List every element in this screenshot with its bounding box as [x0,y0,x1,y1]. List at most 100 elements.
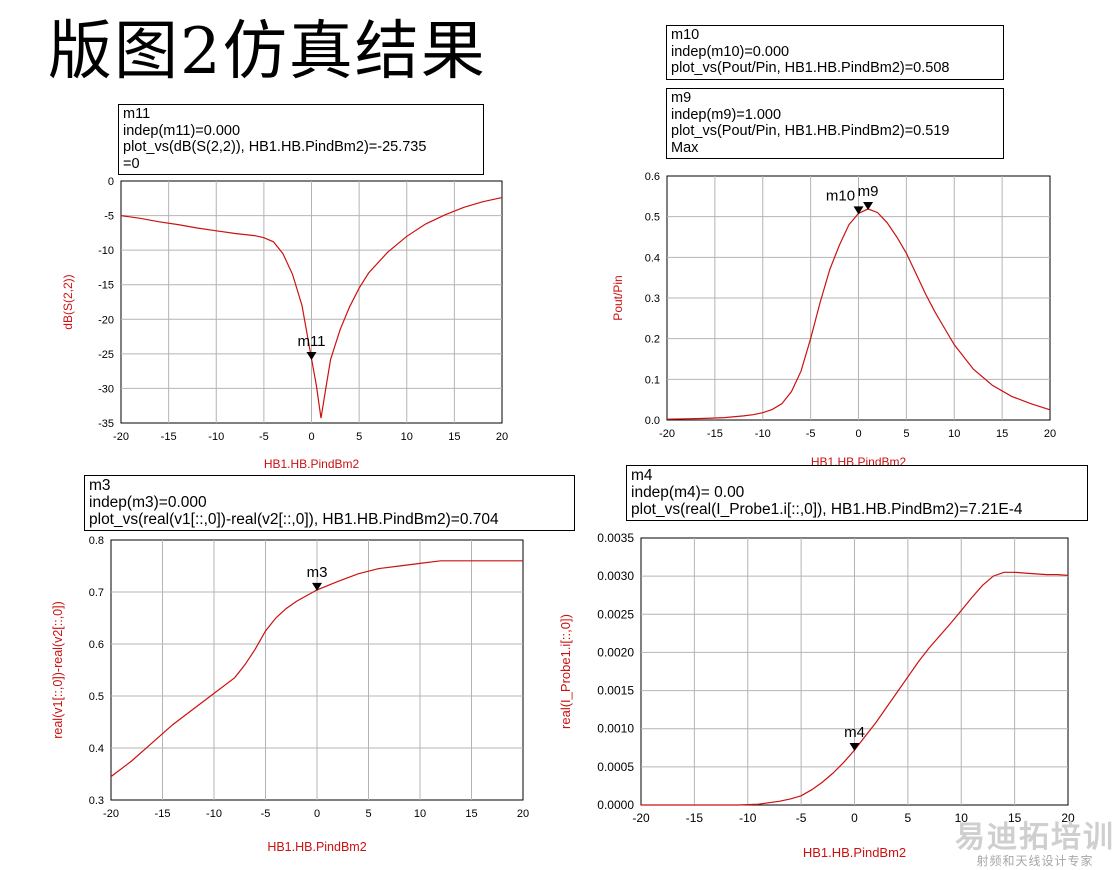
y-tick-label: 0.0000 [597,798,634,812]
y-axis-label: real(I_Probe1.i[::,0]) [558,614,573,729]
x-tick-label: -5 [259,431,269,443]
x-tick-label: 0 [308,431,314,443]
y-tick-label: 0.7 [89,587,104,599]
marker-readout-m10: m10 indep(m10)=0.000 plot_vs(Pout/Pin, H… [666,25,1004,80]
x-tick-label: 20 [496,431,508,443]
y-tick-label: 0.0015 [597,684,634,698]
chart-i-probe: -20 -15 -10 -5 0 5 10 15 20 0.0000 0.0005 0.0010 0.0… [558,531,1075,860]
y-tick-label: 0.5 [89,691,104,703]
marker-triangle [863,201,874,210]
marker-label: m10 [826,187,855,204]
marker-readout-line: m4 [631,467,653,484]
y-tick-label: -35 [98,418,114,430]
x-tick-label: -20 [113,431,129,443]
series-line [666,208,1051,420]
x-tick-label: 20 [1044,428,1056,440]
x-tick-label: -5 [796,811,807,825]
marker-readout-line: m10 [671,27,700,43]
x-tick-label: 10 [401,431,413,443]
y-tick-label: 0.0030 [597,569,634,583]
x-tick-label: 0 [855,428,861,440]
marker-readout-m11: m11 indep(m11)=0.000 plot_vs(dB(S(2,2)),… [118,104,484,175]
x-tick-label: 10 [955,811,969,825]
marker-readout-line: Max [671,139,699,156]
x-tick-label: -15 [707,428,723,440]
series-line [110,560,523,778]
marker-readout-line: m9 [671,90,692,106]
marker-readout-m3: m3 indep(m3)=0.000 plot_vs(real(v1[::,0]… [84,475,575,531]
y-tick-label: -15 [98,280,114,292]
y-tick-label: 0.6 [89,639,104,651]
marker-readout-line: =0 [123,155,140,172]
y-axis-label: dB(S(2,2)) [61,274,75,329]
x-tick-label: 20 [517,808,529,820]
y-tick-label: -20 [98,314,114,326]
y-tick-label: 0.5 [645,212,660,224]
y-tick-label: -5 [104,211,114,223]
x-tick-label: -10 [206,808,222,820]
watermark-slogan: 射频和天线设计专家 [976,854,1094,868]
marker-readout-line: plot_vs(real(I_Probe1.i[::,0]), HB1.HB.P… [631,501,1023,518]
series-line [120,197,503,419]
y-tick-label: 0.4 [89,743,104,755]
y-tick-label: 0.0010 [597,722,634,736]
x-tick-label: 5 [905,811,912,825]
x-tick-label: -10 [755,428,771,440]
marker-readout-line: m11 [123,106,151,122]
x-tick-label: -20 [103,808,119,820]
x-tick-label: 5 [903,428,909,440]
x-tick-label: -15 [155,808,171,820]
marker-triangle [306,351,317,360]
y-tick-label: 0.1 [645,374,660,386]
x-tick-label: -10 [739,811,757,825]
x-tick-label: 5 [356,431,362,443]
y-tick-label: 0.0025 [597,607,634,621]
marker-triangle [849,742,860,751]
x-tick-label: -5 [261,808,271,820]
x-tick-label: 15 [1008,811,1022,825]
marker-readout-line: indep(m11)=0.000 [123,122,241,139]
x-tick-label: -15 [161,431,177,443]
x-tick-label: -10 [208,431,224,443]
x-axis-label: HB1.HB.PindBm2 [803,845,906,860]
marker-readout-line: plot_vs(Pout/Pin, HB1.HB.PindBm2)=0.508 [671,60,950,76]
marker-triangle [312,582,322,591]
x-tick-label: 10 [414,808,426,820]
y-axis-label: real(v1[::,0])-real(v2[::,0]) [51,601,65,739]
y-tick-label: -30 [98,383,114,395]
x-tick-label: 20 [1061,811,1075,825]
x-tick-label: -5 [806,428,816,440]
x-tick-label: 0 [314,808,320,820]
marker-readout-line: plot_vs(real(v1[::,0])-real(v2[::,0]), H… [89,511,499,528]
y-tick-label: 0.0005 [597,760,634,774]
x-tick-label: -20 [632,811,650,825]
x-tick-label: 15 [465,808,477,820]
y-tick-label: -25 [98,349,114,361]
marker-readout-line: m3 [89,477,111,494]
marker-label: m9 [858,183,879,200]
y-tick-label: -10 [98,245,114,257]
y-tick-label: 0.0 [645,415,660,427]
x-tick-label: 0 [851,811,858,825]
y-tick-label: 0.0035 [597,531,634,545]
y-tick-label: 0.2 [645,334,660,346]
marker-readout-line: indep(m4)= 0.00 [631,484,745,501]
y-tick-label: 0.0020 [597,645,634,659]
chart-pout-pin: -20 -15 -10 -5 0 5 10 15 20 0.0 0.1 0.2 0.3 0.4 0.5 0.6… [611,171,1056,469]
series-line [641,571,1069,806]
y-axis-label: Pout/Pin [611,275,625,320]
marker-readout-line: indep(m3)=0.000 [89,494,207,511]
x-tick-label: 5 [365,808,371,820]
marker-readout-line: indep(m10)=0.000 [671,43,790,60]
x-tick-label: 10 [948,428,960,440]
x-tick-label: -20 [659,428,675,440]
marker-readout-line: plot_vs(dB(S(2,2)), HB1.HB.PindBm2)=-25.… [123,139,427,155]
y-tick-label: 0.3 [89,795,104,807]
x-axis-label: HB1.HB.PindBm2 [267,840,366,854]
y-tick-label: 0.6 [645,171,660,183]
marker-readout-line: indep(m9)=1.000 [671,106,782,123]
marker-readout-m9: m9 indep(m9)=1.000 plot_vs(Pout/Pin, HB1… [666,88,1004,159]
marker-label: m4 [844,724,865,741]
y-tick-label: 0.4 [645,252,660,264]
